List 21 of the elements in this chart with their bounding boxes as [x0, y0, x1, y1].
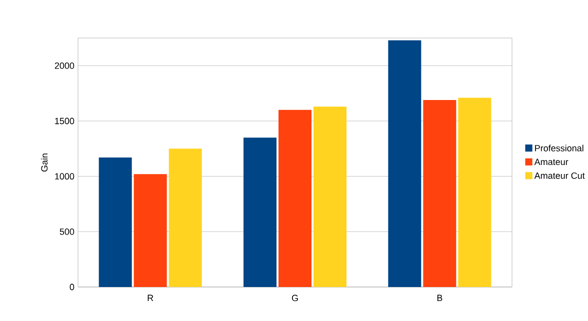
- legend-label: Amateur Cut: [534, 172, 585, 179]
- y-tick-label: 1500: [55, 118, 74, 124]
- bar: [423, 100, 456, 287]
- y-tick-label: 500: [60, 228, 74, 235]
- x-tick-label: R: [148, 294, 154, 301]
- y-tick-label: 0: [70, 284, 74, 290]
- bar: [244, 138, 277, 287]
- bar: [168, 148, 202, 287]
- y-tick-label: 1000: [55, 173, 74, 180]
- bar: [134, 174, 167, 287]
- x-tick-label: G: [292, 294, 298, 302]
- bar: [388, 40, 422, 287]
- bar: [98, 158, 132, 287]
- bar: [314, 106, 347, 287]
- legend-label: Professional: [535, 144, 584, 152]
- bar: [278, 110, 312, 287]
- y-axis-title: Gain: [40, 154, 48, 172]
- x-tick-label: B: [437, 294, 442, 301]
- y-tick-label: 2000: [54, 62, 74, 69]
- bar: [458, 98, 492, 287]
- legend-label: Amateur: [534, 158, 568, 166]
